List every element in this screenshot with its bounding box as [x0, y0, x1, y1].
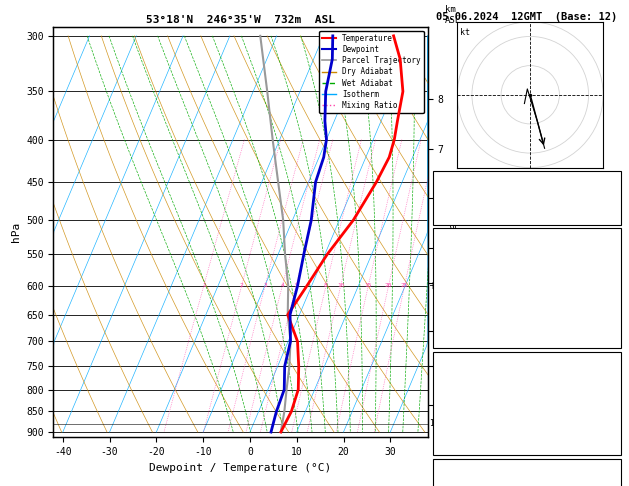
Text: Dewp (°C): Dewp (°C) — [437, 264, 485, 274]
Text: -40: -40 — [601, 478, 618, 486]
Y-axis label: hPa: hPa — [11, 222, 21, 242]
Text: EH: EH — [437, 478, 447, 486]
Text: 21: 21 — [607, 174, 618, 183]
Text: 4.5: 4.5 — [601, 264, 618, 274]
Text: Pressure (mb): Pressure (mb) — [437, 371, 506, 381]
Text: +: + — [428, 281, 436, 291]
Text: 5: 5 — [294, 283, 298, 288]
Text: 4: 4 — [612, 404, 618, 414]
Text: 3: 3 — [263, 283, 267, 288]
Text: 1LCL: 1LCL — [430, 419, 448, 429]
Text: CIN (J): CIN (J) — [437, 330, 474, 340]
Text: 20: 20 — [385, 283, 392, 288]
Legend: Temperature, Dewpoint, Parcel Trajectory, Dry Adiabat, Wet Adiabat, Isotherm, Mi: Temperature, Dewpoint, Parcel Trajectory… — [320, 31, 424, 113]
Text: Most Unstable: Most Unstable — [492, 355, 562, 364]
Text: Hodograph: Hodograph — [503, 462, 551, 471]
Text: Surface: Surface — [508, 231, 546, 241]
Text: 6.6: 6.6 — [601, 248, 618, 257]
Text: Lifted Index: Lifted Index — [437, 404, 501, 414]
Text: 7: 7 — [612, 297, 618, 307]
Text: 4: 4 — [281, 283, 284, 288]
Text: 0: 0 — [612, 330, 618, 340]
Text: © weatheronline.co.uk: © weatheronline.co.uk — [470, 469, 584, 479]
Text: 44: 44 — [607, 191, 618, 200]
Text: km
ASL: km ASL — [445, 5, 460, 25]
Text: 8: 8 — [324, 283, 328, 288]
Text: kt: kt — [460, 28, 470, 37]
Text: 650: 650 — [601, 371, 618, 381]
Text: 0: 0 — [612, 421, 618, 430]
Text: 309: 309 — [601, 388, 618, 397]
Text: 05.06.2024  12GMT  (Base: 12): 05.06.2024 12GMT (Base: 12) — [437, 12, 618, 22]
Text: 0: 0 — [612, 437, 618, 447]
Text: PW (cm): PW (cm) — [437, 207, 474, 216]
Title: 53°18'N  246°35'W  732m  ASL: 53°18'N 246°35'W 732m ASL — [146, 15, 335, 25]
Text: K: K — [437, 174, 442, 183]
Text: 0: 0 — [612, 314, 618, 323]
Text: 303: 303 — [601, 281, 618, 290]
Text: Totals Totals: Totals Totals — [437, 191, 506, 200]
Y-axis label: Mixing Ratio (g/kg): Mixing Ratio (g/kg) — [447, 176, 457, 288]
Text: θᴄ(K): θᴄ(K) — [437, 281, 464, 290]
Text: CAPE (J): CAPE (J) — [437, 314, 479, 323]
Text: Temp (°C): Temp (°C) — [437, 248, 485, 257]
Text: θᴄ (K): θᴄ (K) — [437, 388, 469, 397]
Text: CIN (J): CIN (J) — [437, 437, 474, 447]
X-axis label: Dewpoint / Temperature (°C): Dewpoint / Temperature (°C) — [150, 463, 331, 473]
Text: 15: 15 — [365, 283, 372, 288]
Text: 1.45: 1.45 — [596, 207, 618, 216]
Text: 10: 10 — [337, 283, 345, 288]
Text: 25: 25 — [401, 283, 408, 288]
Text: 1: 1 — [202, 283, 206, 288]
Text: CAPE (J): CAPE (J) — [437, 421, 479, 430]
Text: Lifted Index: Lifted Index — [437, 297, 501, 307]
Text: 2: 2 — [240, 283, 243, 288]
